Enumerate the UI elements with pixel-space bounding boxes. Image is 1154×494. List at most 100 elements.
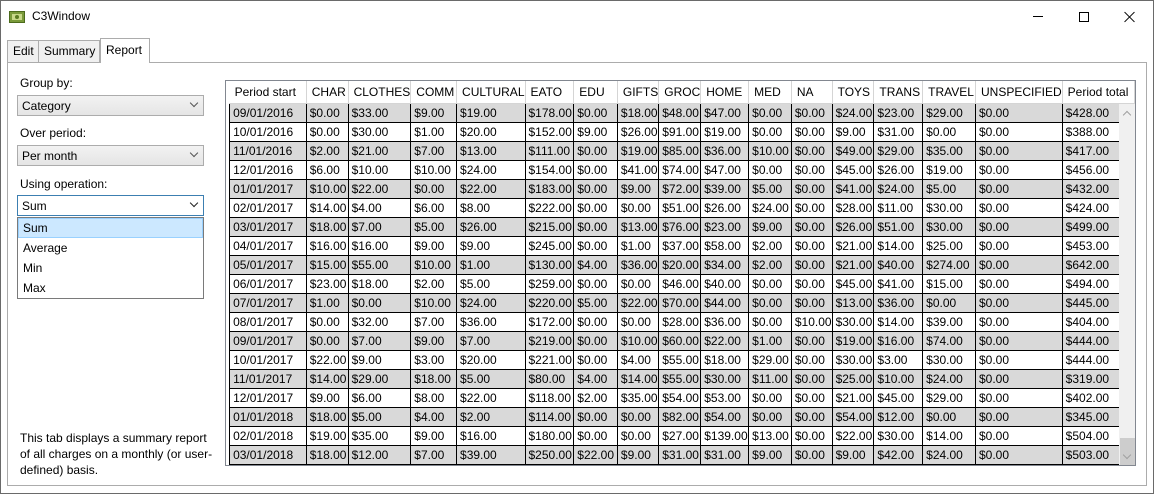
- table-row[interactable]: 01/01/2017 $10.00 $22.00 $0.00 $22.00 $183.00…: [226, 178, 1135, 199]
- table-cell[interactable]: $7.00: [410, 444, 458, 465]
- table-cell[interactable]: $221.00: [524, 349, 575, 370]
- table-cell[interactable]: $0.00: [974, 311, 1063, 332]
- table-cell[interactable]: $0.00: [573, 273, 618, 294]
- table-cell[interactable]: $4.00: [573, 254, 618, 275]
- column-header[interactable]: CHAR: [306, 81, 349, 104]
- vertical-scrollbar[interactable]: [1119, 104, 1135, 465]
- table-cell[interactable]: $26.00: [831, 216, 875, 237]
- table-cell[interactable]: $0.00: [974, 330, 1063, 351]
- table-cell[interactable]: $19.00: [456, 102, 526, 123]
- table-cell[interactable]: $180.00: [524, 425, 575, 446]
- table-cell[interactable]: 12/01/2017: [229, 387, 307, 408]
- row-header[interactable]: [226, 312, 230, 331]
- table-cell[interactable]: $36.00: [873, 292, 924, 313]
- table-cell[interactable]: $2.00: [573, 387, 618, 408]
- table-cell[interactable]: $30.00: [347, 121, 412, 142]
- row-header[interactable]: [226, 426, 230, 445]
- table-cell[interactable]: $0.00: [347, 292, 412, 313]
- table-cell[interactable]: $0.00: [305, 330, 349, 351]
- table-cell[interactable]: $19.00: [700, 121, 750, 142]
- row-header[interactable]: [226, 179, 230, 198]
- table-cell[interactable]: $14.00: [873, 235, 924, 256]
- table-cell[interactable]: $10.00: [748, 140, 792, 161]
- column-header[interactable]: MED: [748, 81, 792, 104]
- table-cell[interactable]: $21.00: [831, 235, 875, 256]
- table-cell[interactable]: $0.00: [974, 425, 1063, 446]
- column-header[interactable]: UNSPECIFIED: [975, 81, 1063, 104]
- table-cell[interactable]: $82.00: [658, 406, 702, 427]
- table-cell[interactable]: $45.00: [873, 387, 924, 408]
- column-header[interactable]: EDU: [573, 81, 618, 104]
- table-row[interactable]: 11/01/2017 $14.00 $29.00 $18.00 $5.00 $80.00 $…: [226, 368, 1135, 389]
- table-cell[interactable]: $0.00: [748, 159, 792, 180]
- row-header[interactable]: [226, 217, 230, 236]
- table-cell[interactable]: $41.00: [873, 273, 924, 294]
- table-cell[interactable]: $39.00: [700, 178, 750, 199]
- row-header[interactable]: [226, 255, 230, 274]
- table-cell[interactable]: 11/01/2016: [229, 140, 307, 161]
- operation-option-max[interactable]: Max: [23, 281, 46, 295]
- table-cell[interactable]: $0.00: [790, 216, 833, 237]
- table-cell[interactable]: $9.00: [831, 444, 875, 465]
- row-header[interactable]: [226, 122, 230, 141]
- table-cell[interactable]: $0.00: [573, 197, 618, 218]
- table-cell[interactable]: $37.00: [658, 235, 702, 256]
- table-cell[interactable]: $0.00: [790, 292, 833, 313]
- table-cell[interactable]: $0.00: [974, 254, 1063, 275]
- table-cell[interactable]: $9.00: [410, 235, 458, 256]
- row-header[interactable]: [226, 293, 230, 312]
- table-cell[interactable]: $1.00: [410, 121, 458, 142]
- table-cell[interactable]: $0.00: [573, 102, 618, 123]
- table-cell[interactable]: $12.00: [873, 406, 924, 427]
- table-cell[interactable]: $51.00: [873, 216, 924, 237]
- table-cell[interactable]: $26.00: [873, 159, 924, 180]
- table-cell[interactable]: $456.00: [1061, 159, 1135, 180]
- table-cell[interactable]: 02/01/2018: [229, 425, 307, 446]
- table-cell[interactable]: $23.00: [873, 102, 924, 123]
- table-cell[interactable]: $55.00: [658, 368, 702, 389]
- table-cell[interactable]: $39.00: [922, 311, 976, 332]
- table-cell[interactable]: $53.00: [700, 387, 750, 408]
- table-cell[interactable]: 09/01/2016: [229, 102, 307, 123]
- tab-summary[interactable]: Summary: [38, 40, 100, 62]
- table-cell[interactable]: 05/01/2017: [229, 254, 307, 275]
- table-cell[interactable]: $388.00: [1061, 121, 1135, 142]
- table-cell[interactable]: $25.00: [922, 235, 976, 256]
- table-cell[interactable]: $3.00: [873, 349, 924, 370]
- table-cell[interactable]: $404.00: [1061, 311, 1135, 332]
- table-cell[interactable]: $47.00: [700, 102, 750, 123]
- table-cell[interactable]: $21.00: [831, 387, 875, 408]
- table-cell[interactable]: $0.00: [974, 387, 1063, 408]
- table-cell[interactable]: $2.00: [748, 235, 792, 256]
- table-cell[interactable]: $40.00: [700, 273, 750, 294]
- column-header[interactable]: CLOTHES: [348, 81, 412, 104]
- minimize-button[interactable]: [1015, 1, 1061, 32]
- table-cell[interactable]: $0.00: [790, 140, 833, 161]
- row-header[interactable]: [226, 407, 230, 426]
- table-cell[interactable]: $60.00: [658, 330, 702, 351]
- row-header[interactable]: [226, 388, 230, 407]
- table-cell[interactable]: $26.00: [700, 197, 750, 218]
- table-cell[interactable]: $0.00: [748, 292, 792, 313]
- table-cell[interactable]: $0.00: [974, 349, 1063, 370]
- table-cell[interactable]: $19.00: [922, 159, 976, 180]
- table-cell[interactable]: $3.00: [410, 349, 458, 370]
- table-cell[interactable]: $219.00: [524, 330, 575, 351]
- table-cell[interactable]: $21.00: [831, 254, 875, 275]
- table-cell[interactable]: $36.00: [456, 311, 526, 332]
- scroll-thumb[interactable]: [1120, 438, 1135, 465]
- table-cell[interactable]: $0.00: [974, 235, 1063, 256]
- table-cell[interactable]: $0.00: [974, 159, 1063, 180]
- table-cell[interactable]: $30.00: [873, 425, 924, 446]
- table-cell[interactable]: $4.00: [347, 197, 412, 218]
- table-cell[interactable]: $20.00: [456, 121, 526, 142]
- table-cell[interactable]: $24.00: [831, 102, 875, 123]
- table-cell[interactable]: $7.00: [410, 311, 458, 332]
- table-cell[interactable]: $9.00: [347, 349, 412, 370]
- table-cell[interactable]: $28.00: [831, 197, 875, 218]
- table-cell[interactable]: $5.00: [347, 406, 412, 427]
- table-cell[interactable]: $0.00: [790, 121, 833, 142]
- table-cell[interactable]: $29.00: [873, 140, 924, 161]
- table-cell[interactable]: $10.00: [410, 254, 458, 275]
- table-cell[interactable]: $0.00: [790, 197, 833, 218]
